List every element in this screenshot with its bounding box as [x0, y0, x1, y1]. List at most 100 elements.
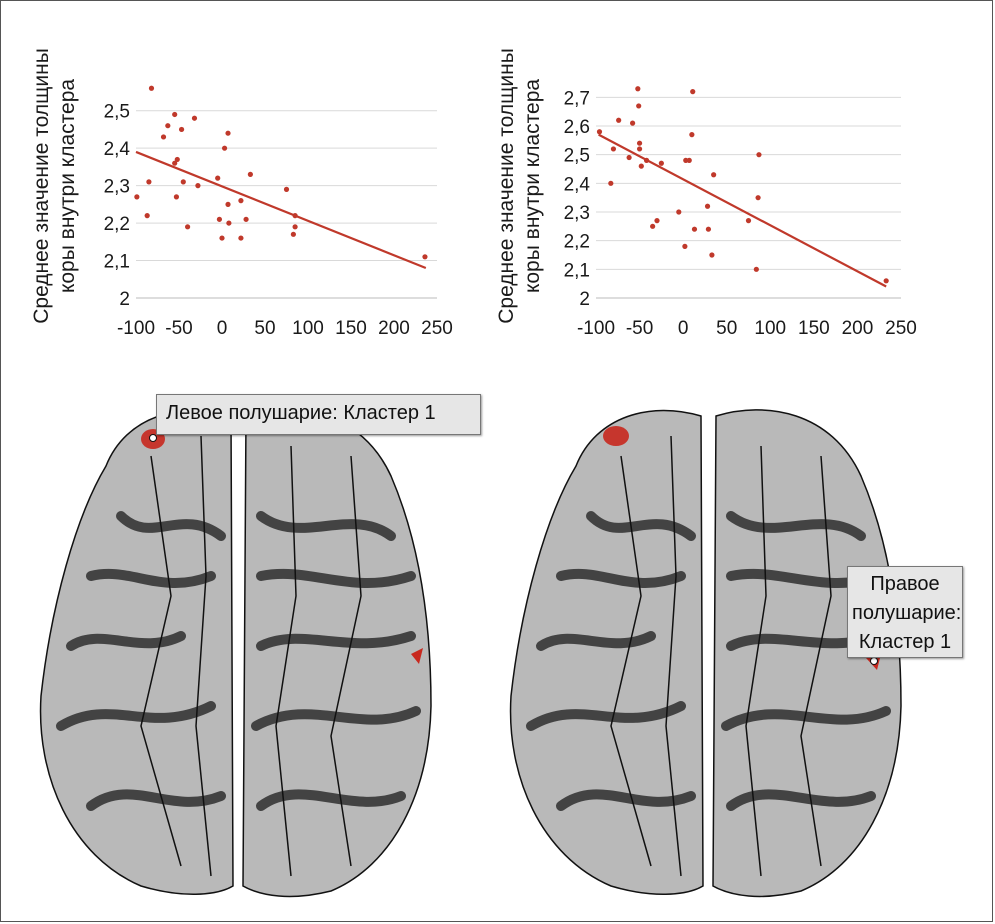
- x-tick-label: 200: [842, 318, 874, 339]
- x-tick-label: -50: [626, 318, 653, 339]
- y-tick-label: 2,2: [564, 232, 590, 253]
- y-tick-label: 2,4: [564, 174, 591, 195]
- data-point: [691, 226, 698, 232]
- data-point: [292, 213, 298, 219]
- scatter-chart-right: Среднее значение толщины коры внутри кла…: [495, 48, 917, 339]
- x-tick-label: 250: [421, 318, 453, 339]
- data-point: [173, 194, 180, 200]
- data-point: [172, 160, 178, 166]
- cortex-right-lobe: [712, 409, 902, 898]
- data-point: [221, 145, 228, 151]
- data-point: [219, 235, 225, 241]
- data-point: [195, 183, 201, 189]
- data-point: [290, 231, 296, 237]
- data-point: [755, 195, 761, 201]
- data-point: [753, 266, 759, 272]
- data-point: [148, 85, 155, 91]
- y-tick-label: 2,1: [104, 252, 130, 273]
- data-point: [610, 146, 617, 152]
- y-tick-label: 2,3: [104, 177, 130, 198]
- data-point: [638, 163, 644, 169]
- callout-right-line2: полушарие:: [852, 602, 962, 624]
- y-tick-label: 2,5: [104, 102, 130, 123]
- x-tick-label: -100: [577, 318, 615, 339]
- callout-right-line1: Правое: [870, 573, 940, 595]
- cluster-marker-right: [870, 657, 878, 665]
- brain-image-left-hemisphere: [39, 409, 432, 898]
- data-point: [689, 132, 695, 138]
- data-point: [191, 115, 198, 121]
- callout-right-line3: Кластер 1: [858, 631, 952, 653]
- data-point: [174, 156, 180, 163]
- x-tick-label: 50: [716, 318, 737, 339]
- y-tick-label: 2,1: [564, 260, 590, 281]
- y-axis-label-line2: коры внутри кластера: [56, 79, 79, 293]
- data-point: [630, 120, 636, 126]
- data-point: [636, 103, 642, 109]
- x-tick-label: 50: [254, 318, 275, 339]
- data-point: [238, 235, 244, 241]
- y-axis-label-line2: коры внутри кластера: [521, 79, 544, 293]
- data-point: [243, 216, 249, 222]
- data-point: [160, 134, 167, 140]
- data-point: [225, 201, 231, 207]
- data-point: [636, 140, 643, 146]
- cortex-right-lobe: [242, 409, 432, 898]
- data-point: [704, 203, 711, 209]
- cortex-left-lobe: [509, 409, 704, 895]
- x-tick-label: 150: [335, 318, 367, 339]
- y-tick-label: 2,6: [564, 117, 590, 138]
- cluster-highlight-right: [411, 648, 423, 664]
- data-point: [178, 126, 185, 133]
- callout-right-hemisphere: Правое полушарие: Кластер 1: [847, 566, 963, 658]
- y-tick-label: 2: [579, 289, 590, 310]
- cluster-highlight-left: [603, 426, 629, 446]
- data-point: [682, 243, 688, 249]
- data-point: [247, 171, 253, 177]
- data-point: [165, 123, 171, 129]
- data-point: [756, 152, 762, 158]
- cluster-marker-left: [149, 434, 157, 442]
- data-point: [225, 130, 231, 136]
- y-tick-label: 2,3: [564, 203, 590, 224]
- data-point: [636, 146, 643, 152]
- data-point: [608, 180, 614, 186]
- data-point: [883, 278, 889, 284]
- x-tick-label: 150: [798, 318, 830, 339]
- data-point: [635, 86, 641, 92]
- data-point: [650, 223, 656, 229]
- y-tick-label: 2,4: [104, 139, 131, 160]
- y-axis-label-line1: Среднее значение толщины: [495, 48, 518, 324]
- callout-left-hemisphere: Левое полушарие: Кластер 1: [156, 394, 481, 435]
- data-point: [705, 226, 712, 232]
- data-point: [616, 117, 622, 123]
- data-point: [596, 129, 603, 135]
- y-tick-label: 2,7: [564, 88, 590, 109]
- data-point: [654, 218, 660, 224]
- data-point: [658, 160, 664, 166]
- data-point: [643, 157, 650, 163]
- data-point: [709, 252, 715, 258]
- x-tick-label: -100: [117, 318, 155, 339]
- y-axis-label-line1: Среднее значение толщины: [30, 48, 53, 324]
- y-tick-label: 2,2: [104, 214, 130, 235]
- trend-line: [135, 150, 427, 270]
- y-tick-label: 2,5: [564, 146, 590, 167]
- data-point: [422, 254, 428, 260]
- gridlines: [596, 96, 901, 270]
- data-point: [283, 186, 290, 192]
- x-tick-label: 250: [885, 318, 917, 339]
- data-point: [745, 218, 752, 224]
- brain-image-right-hemisphere: [509, 409, 902, 898]
- data-point: [686, 157, 692, 163]
- data-point: [144, 213, 150, 219]
- data-point: [626, 154, 632, 161]
- data-point: [676, 209, 682, 215]
- data-point: [216, 216, 223, 222]
- data-point: [172, 111, 178, 118]
- data-point: [215, 175, 221, 181]
- x-tick-label: 100: [754, 318, 786, 339]
- data-point: [292, 224, 298, 230]
- data-point: [711, 172, 717, 178]
